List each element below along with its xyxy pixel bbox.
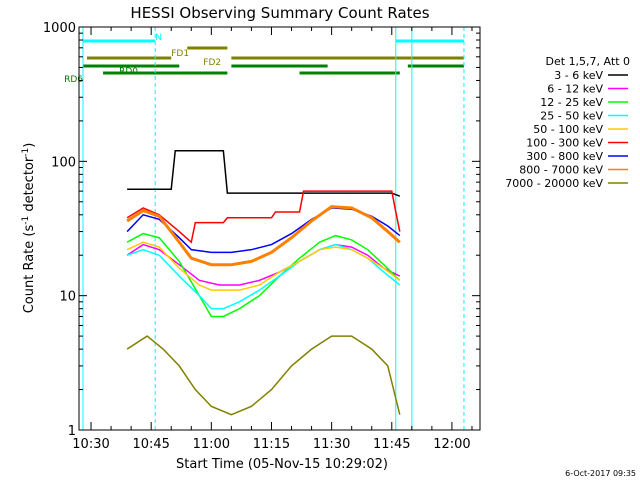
flag-label: RD6	[64, 75, 83, 85]
y-tick-label: 1000	[43, 21, 76, 36]
y-tick-label: 100	[51, 155, 76, 170]
legend-label: 100 - 300 keV	[526, 137, 603, 150]
legend-title: Det 1,5,7, Att 0	[546, 55, 630, 68]
y-axis-label-sup2: -1	[21, 148, 31, 157]
plot-frame	[78, 26, 481, 431]
series-line	[126, 207, 401, 254]
legend-label: 50 - 100 keV	[533, 123, 603, 136]
observing-flags: NFD1FD2RD0RD6	[64, 33, 464, 85]
axes: 10:30 10:45 11:00 11:15 11:30 11:45 12:00 1 10 10…	[43, 21, 480, 452]
flag-label: FD2	[203, 58, 221, 68]
x-tick-label: 11:15	[253, 437, 290, 452]
x-axis-label: Start Time (05-Nov-15 10:29:02)	[176, 457, 388, 472]
x-tick-label: 11:00	[193, 437, 230, 452]
flag-label: N	[155, 33, 162, 43]
y-axis-label-sup1: -1	[21, 216, 31, 225]
y-tick-label: 10	[59, 290, 76, 305]
series-line	[126, 335, 401, 416]
y-tick-label: 1	[68, 424, 76, 439]
series-line	[126, 190, 401, 244]
orbit-markers	[82, 27, 465, 430]
chart-title: HESSI Observing Summary Count Rates	[130, 4, 429, 22]
y-axis-label-main: Count Rate (s	[22, 225, 37, 314]
legend-label: 12 - 25 keV	[540, 96, 603, 109]
legend-label: 3 - 6 keV	[554, 69, 603, 82]
legend-label: 800 - 7000 keV	[519, 164, 603, 177]
x-tick-label: 12:00	[433, 437, 470, 452]
legend-label: 6 - 12 keV	[547, 83, 603, 96]
legend-label: 300 - 800 keV	[526, 150, 603, 163]
x-tick-label: 11:30	[313, 437, 350, 452]
footer-date: 6-Oct-2017 09:35	[565, 469, 636, 478]
y-axis-label-end: )	[22, 143, 37, 148]
legend-label: 7000 - 20000 keV	[505, 177, 603, 190]
x-tick-label: 10:45	[132, 437, 169, 452]
y-axis-label-mid: detector	[22, 156, 37, 216]
series-lines	[126, 149, 401, 416]
y-axis-label: Count Rate (s-1 detector-1)	[21, 143, 37, 314]
legend-label: 25 - 50 keV	[540, 110, 603, 123]
series-line	[126, 241, 401, 291]
x-tick-label: 10:30	[72, 437, 109, 452]
series-line	[126, 232, 401, 318]
series-line	[126, 205, 401, 267]
x-tick-label: 11:45	[373, 437, 410, 452]
series-line	[127, 149, 401, 197]
flag-label: FD1	[171, 49, 189, 59]
